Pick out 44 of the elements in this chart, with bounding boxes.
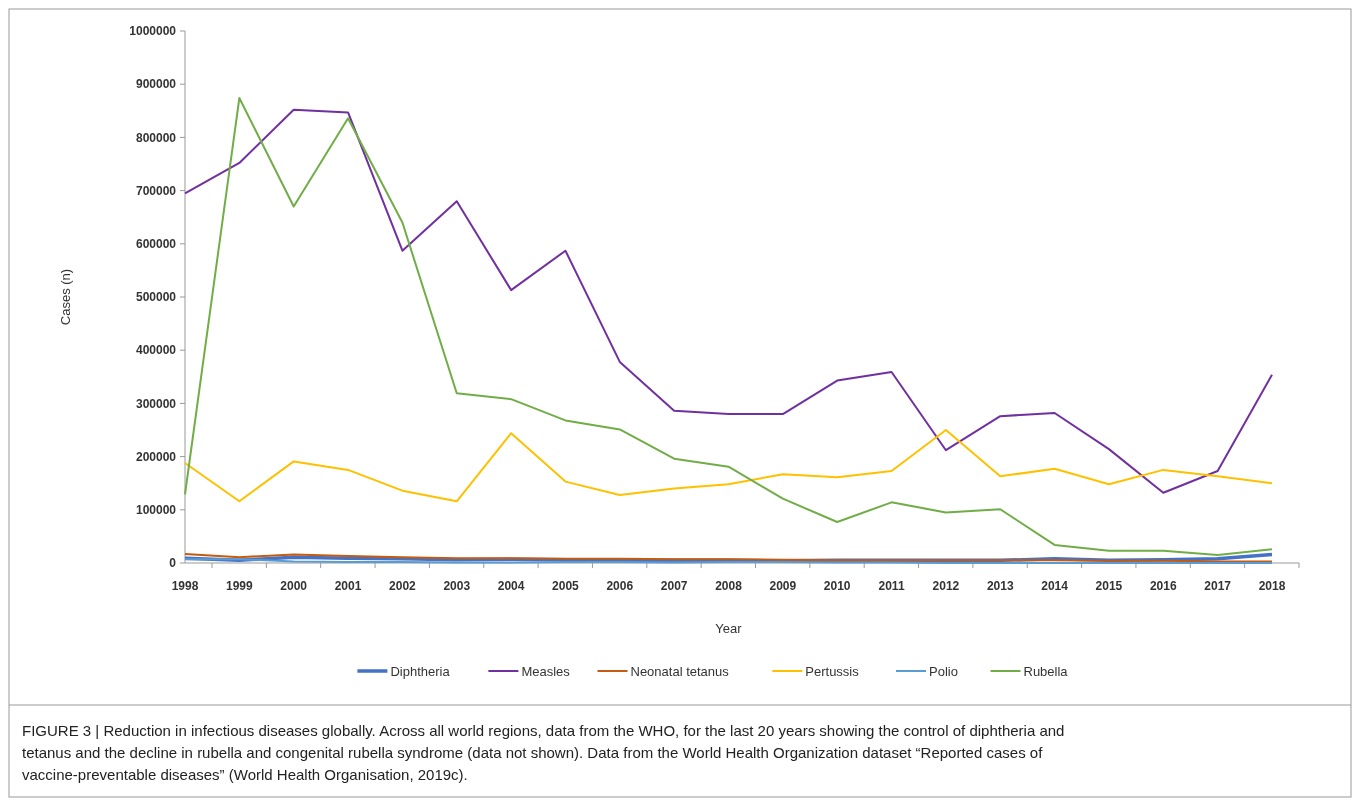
x-tick-label: 2000 [280, 579, 308, 593]
x-tick-label: 2018 [1258, 579, 1286, 593]
x-tick-label: 2007 [660, 579, 688, 593]
y-tick-label: 600000 [135, 237, 177, 251]
y-axis-title: Cases (n) [58, 268, 73, 326]
x-axis-title: Year [715, 621, 743, 636]
x-tick-label: 2008 [715, 579, 743, 593]
x-tick-label: 2016 [1149, 579, 1177, 593]
y-tick-label: 800000 [135, 130, 177, 145]
line-series [184, 97, 1273, 557]
line-series [184, 429, 1273, 503]
x-tick-label: 2012 [932, 579, 960, 593]
x-tick-label: 2010 [823, 579, 851, 593]
caption: FIGURE 3 | Reduction in infectious diseases globally. Across all world regions, data from the WHO, for the last 20 years showing the control of diphtheria and tetanus and the decline in rubella and congenital rubella syndrome (data not shown). Data from the World Health Organization dataset “Reported cases of vaccine-preventable diseases” (World Health Organisation, 2019c). [22, 722, 1065, 783]
x-tick-label: 2001 [334, 579, 362, 593]
x-tick-label: 2002 [389, 579, 417, 593]
y-tick-label: 500000 [135, 290, 177, 305]
line-series [184, 108, 1273, 494]
legend-label: Pertussis [805, 663, 860, 679]
legend-label: Diphtheria [390, 663, 451, 679]
legend-label: Neonatal tetanus [630, 663, 730, 679]
y-tick-label: 300000 [135, 396, 177, 411]
y-tick-label: 1000000 [129, 24, 177, 39]
y-tick-label: 400000 [135, 343, 177, 358]
x-tick-label: 2005 [552, 579, 580, 593]
legend-label: Measles [521, 663, 571, 679]
x-tick-label: 2015 [1095, 579, 1123, 593]
x-tick-label: 2009 [769, 579, 797, 593]
x-tick-label: 2004 [497, 579, 525, 593]
x-tick-label: 2003 [443, 579, 471, 593]
legend-label: Rubella [1023, 663, 1069, 679]
x-tick-label: 2011 [878, 579, 905, 593]
y-tick-label: 100000 [135, 503, 177, 517]
legend-label: Polio [929, 663, 958, 679]
y-tick-label: 900000 [135, 77, 177, 92]
x-tick-label: 2013 [986, 579, 1014, 593]
y-tick-label: 0 [169, 556, 177, 571]
x-tick-label: 2006 [606, 579, 634, 593]
y-tick-label: 700000 [135, 183, 177, 198]
x-tick-label: 2017 [1204, 579, 1232, 593]
y-tick-label: 200000 [135, 449, 177, 464]
x-tick-label: 2014 [1041, 579, 1069, 593]
x-tick-label: 1999 [226, 579, 254, 593]
x-tick-label: 1998 [171, 579, 199, 593]
